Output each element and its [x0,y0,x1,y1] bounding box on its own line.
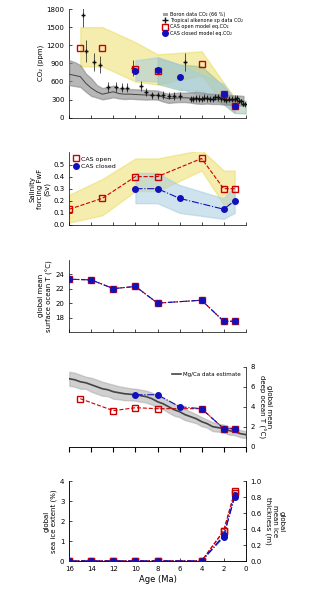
Legend: Boron data CO₂ (66 %), Tropical alkenone εp data CO₂, CAS open model eq.CO₂, CAS: Boron data CO₂ (66 %), Tropical alkenone… [163,11,243,36]
Y-axis label: global
sea ice extent (%): global sea ice extent (%) [44,490,57,553]
Y-axis label: global mean
surface ocean T (°C): global mean surface ocean T (°C) [38,260,53,332]
Y-axis label: Salinity
forcing FwF
(Sv): Salinity forcing FwF (Sv) [30,169,50,209]
Y-axis label: global mean
deep ocean T (°C): global mean deep ocean T (°C) [258,375,272,438]
Legend: Mg/Ca data estimate: Mg/Ca data estimate [170,370,243,379]
Legend: CAS open, CAS closed: CAS open, CAS closed [72,155,116,169]
X-axis label: Age (Ma): Age (Ma) [139,575,176,584]
Y-axis label: CO₂ (ppm): CO₂ (ppm) [37,45,44,82]
Y-axis label: global
mean ice
thickness (m): global mean ice thickness (m) [265,497,285,545]
